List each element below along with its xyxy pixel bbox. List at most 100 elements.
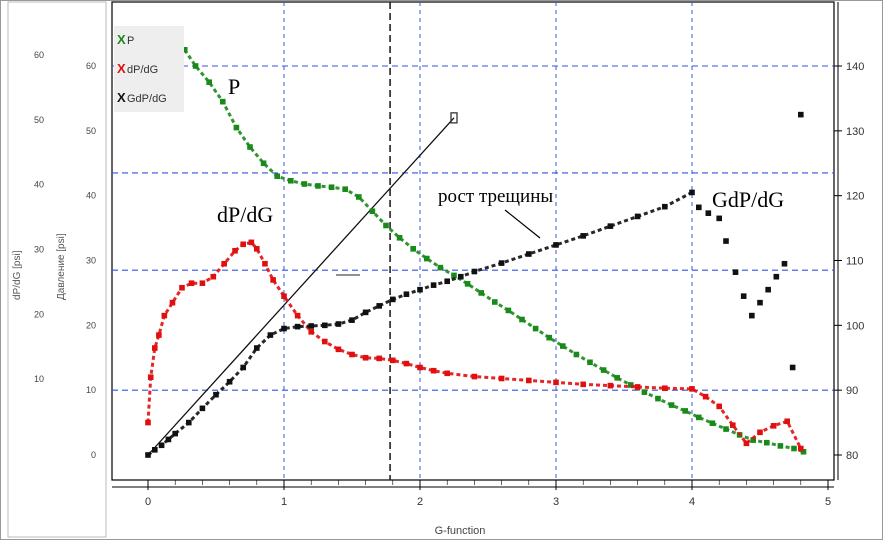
- point-dp-dg: [169, 299, 176, 306]
- point-gdp-dg: [723, 238, 729, 244]
- point-dp-dg: [730, 422, 736, 428]
- point-gdp-dg: [526, 251, 532, 257]
- point-gdp-dg: [267, 332, 274, 338]
- point-dp-dg: [784, 418, 790, 425]
- point-p: [668, 402, 675, 408]
- point-gdp-dg: [749, 312, 755, 319]
- point-dp-dg: [349, 351, 355, 358]
- point-dp-dg: [281, 293, 287, 299]
- point-gdp-dg: [757, 299, 763, 306]
- y-right-tick-label: 130: [846, 126, 864, 138]
- point-dp-dg: [232, 247, 238, 254]
- point-gdp-dg: [696, 204, 702, 211]
- legend-label-gdpdg: GdP/dG: [127, 93, 167, 105]
- legend-label-p: P: [127, 35, 134, 47]
- point-dp-dg: [702, 393, 709, 400]
- point-p: [478, 290, 484, 296]
- point-gdp-dg: [773, 273, 780, 280]
- axes: 0 1 2 3 4 50102030405060102030405060809010011…: [34, 2, 864, 508]
- legend-label-dpdg: dP/dG: [127, 64, 158, 76]
- tangent-end-marker: [450, 112, 458, 124]
- point-gdp-dg: [172, 430, 178, 437]
- point-gdp-dg: [716, 215, 722, 222]
- point-p: [206, 79, 212, 86]
- y-left-outer-tick-label: 40: [34, 180, 44, 190]
- point-gdp-dg: [376, 303, 382, 309]
- y-right-tick-label: 110: [846, 256, 864, 268]
- point-p: [247, 144, 253, 150]
- point-p: [464, 281, 471, 287]
- point-dp-dg: [662, 385, 668, 392]
- y-left-tick-label: 10: [86, 385, 96, 395]
- point-p: [696, 414, 702, 421]
- x-tick-label: 0: [145, 496, 151, 508]
- point-gdp-dg: [308, 323, 314, 329]
- point-p: [546, 334, 552, 341]
- point-dp-dg: [362, 354, 369, 361]
- y-right-tick-label: 140: [846, 61, 864, 73]
- point-dp-dg: [634, 384, 641, 390]
- point-p: [181, 46, 188, 53]
- y-left-outer-tick-label: 20: [34, 309, 44, 319]
- x-tick-label: 5: [825, 496, 831, 508]
- point-p: [519, 316, 525, 323]
- y-left-outer-tick-label: 30: [34, 245, 44, 255]
- point-dp-dg: [471, 373, 478, 380]
- point-gdp-dg: [705, 210, 712, 216]
- y-left-tick-label: 30: [86, 256, 96, 266]
- point-dp-dg: [743, 440, 750, 447]
- x-tick-label: 2: [417, 496, 423, 508]
- point-dp-dg: [188, 280, 195, 286]
- point-gdp-dg: [789, 364, 796, 371]
- x-tick-label: 4: [689, 496, 695, 508]
- y-left-outer-tick-label: 50: [34, 115, 44, 125]
- point-gdp-dg: [798, 111, 804, 118]
- point-dp-dg: [689, 386, 695, 392]
- legend-marker-dpdg: X: [117, 61, 126, 76]
- x-tick-label: 1: [281, 496, 287, 508]
- y-left-tick-label: 60: [86, 61, 96, 71]
- point-gdp-dg: [322, 322, 328, 329]
- point-gdp-dg: [362, 309, 369, 316]
- point-dp-dg: [403, 360, 410, 367]
- legend-box: [114, 26, 184, 112]
- point-dp-dg: [444, 370, 450, 377]
- plot-area: [111, 1, 835, 481]
- point-dp-dg: [335, 346, 342, 353]
- y-left-tick-label: 20: [86, 320, 96, 330]
- point-p: [600, 367, 607, 373]
- y-left-outer-tick-label: 10: [34, 374, 44, 384]
- point-p: [192, 63, 199, 69]
- point-p: [560, 343, 566, 349]
- point-p: [709, 420, 716, 427]
- left-axis-panel: [7, 1, 107, 538]
- y-right-tick-label: 80: [846, 450, 858, 462]
- annotation-crack-growth: рост трещины: [438, 186, 553, 207]
- y-left-tick-label: 50: [86, 126, 96, 136]
- series-layer: [145, 46, 807, 458]
- point-gdp-dg: [226, 378, 233, 385]
- point-p: [614, 375, 620, 381]
- y-axis-title-left: dP/dG [psi]: [12, 250, 23, 300]
- legend-marker-p: X: [117, 32, 126, 47]
- annotation-p: P: [228, 74, 240, 99]
- point-p: [505, 307, 512, 314]
- point-dp-dg: [152, 345, 158, 351]
- point-gdp-dg: [281, 325, 287, 332]
- point-dp-dg: [798, 445, 804, 452]
- annotation-pointer: [504, 209, 541, 239]
- y-axis-title-left2: Давление [psi]: [56, 233, 67, 300]
- line-p: [183, 48, 805, 454]
- point-p: [800, 448, 807, 455]
- y-right-tick-label: 120: [846, 191, 864, 203]
- legend-marker-gdpdg: X: [117, 90, 126, 105]
- point-gdp-dg: [580, 233, 586, 239]
- y-right-tick-label: 100: [846, 320, 864, 332]
- line-dp-dg: [146, 240, 803, 450]
- point-gdp-dg: [165, 436, 172, 443]
- point-gdp-dg: [607, 223, 614, 229]
- point-gdp-dg: [732, 269, 739, 275]
- point-dp-dg: [254, 246, 260, 252]
- point-dp-dg: [270, 277, 276, 283]
